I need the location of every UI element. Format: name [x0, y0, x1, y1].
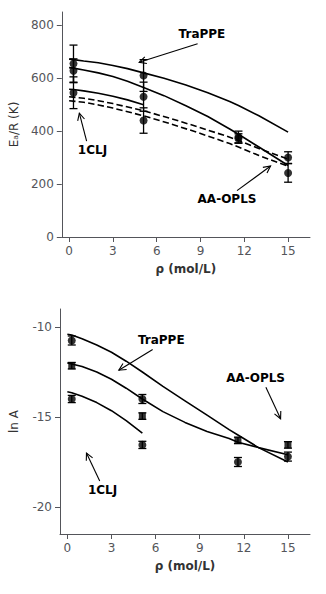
svg-text:12: 12 [237, 244, 252, 258]
svg-text:600: 600 [31, 71, 54, 85]
svg-text:0: 0 [46, 230, 54, 244]
svg-text:3: 3 [108, 541, 116, 555]
svg-text:AA-OPLS: AA-OPLS [226, 371, 285, 385]
svg-text:1CLJ: 1CLJ [88, 483, 117, 497]
svg-text:200: 200 [31, 177, 54, 191]
svg-text:3: 3 [109, 244, 117, 258]
svg-text:-10: -10 [32, 320, 52, 334]
svg-text:800: 800 [31, 18, 54, 32]
svg-text:ρ (mol/L): ρ (mol/L) [156, 262, 217, 276]
svg-text:Eₐ/R (K): Eₐ/R (K) [7, 102, 21, 148]
svg-text:9: 9 [197, 244, 205, 258]
svg-text:ln A: ln A [7, 409, 21, 433]
svg-text:0: 0 [65, 244, 73, 258]
svg-text:6: 6 [153, 244, 161, 258]
svg-text:6: 6 [152, 541, 160, 555]
svg-text:ρ (mol/L): ρ (mol/L) [155, 559, 216, 573]
svg-text:TraPPE: TraPPE [138, 333, 185, 347]
svg-text:15: 15 [280, 244, 295, 258]
svg-text:12: 12 [236, 541, 251, 555]
svg-text:-15: -15 [32, 410, 52, 424]
svg-text:15: 15 [280, 541, 295, 555]
svg-text:TraPPE: TraPPE [179, 27, 226, 41]
svg-text:1CLJ: 1CLJ [78, 143, 107, 157]
svg-text:9: 9 [196, 541, 204, 555]
svg-text:0: 0 [64, 541, 72, 555]
svg-text:AA-OPLS: AA-OPLS [198, 192, 257, 206]
svg-text:-20: -20 [32, 500, 52, 514]
svg-text:400: 400 [31, 124, 54, 138]
